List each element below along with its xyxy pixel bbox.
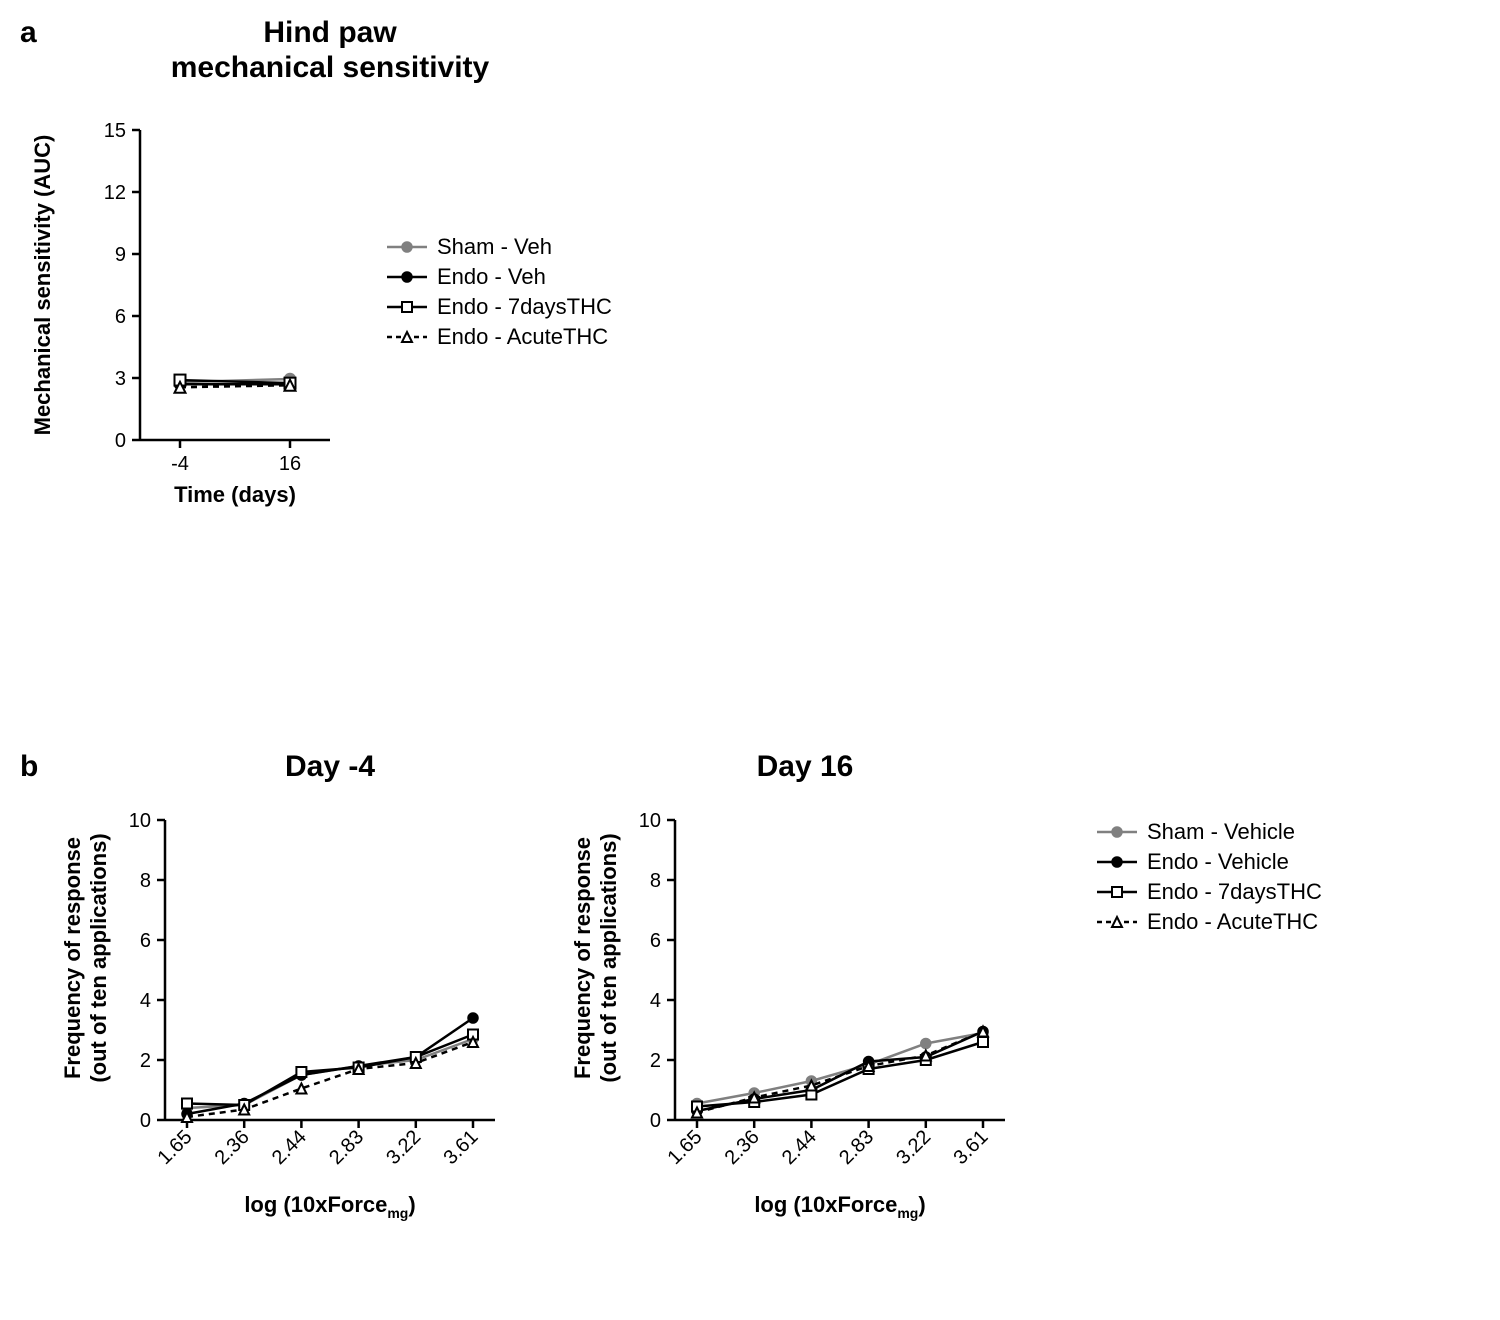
svg-text:6: 6: [140, 930, 151, 952]
svg-text:15: 15: [104, 120, 126, 142]
svg-text:10: 10: [129, 810, 151, 832]
legend-label: Sham - Veh: [437, 234, 552, 260]
chart-b-day-16: 0 2 4 6 8 10 1.65 2.36 2.44 2.83 3.22 3.61 Frequency…: [560, 800, 1030, 1300]
legend-item: Endo - 7daysTHC: [1095, 880, 1322, 904]
svg-text:4: 4: [140, 990, 151, 1012]
panel-b-label: b: [20, 750, 38, 784]
chart-a-title: Hind paw mechanical sensitivity: [150, 16, 510, 85]
svg-text:6: 6: [650, 930, 661, 952]
svg-text:2.83: 2.83: [325, 1126, 368, 1169]
panel-a-label: a: [20, 16, 37, 50]
svg-text:9: 9: [115, 244, 126, 266]
svg-text:(out of ten applications): (out of ten applications): [596, 833, 621, 1082]
chart-b-day-minus4: 0 2 4 6 8 10 1.65 2.36 2.44 2.83 3.22 3.61 Frequency…: [50, 800, 520, 1300]
svg-text:-4: -4: [171, 453, 189, 475]
legend-swatch: [1095, 823, 1139, 841]
svg-text:2.83: 2.83: [835, 1126, 878, 1169]
legend-label: Endo - Vehicle: [1147, 849, 1289, 875]
svg-text:1.65: 1.65: [663, 1126, 706, 1169]
svg-text:3.22: 3.22: [382, 1126, 425, 1169]
svg-text:16: 16: [279, 453, 301, 475]
svg-text:0: 0: [650, 1110, 661, 1132]
svg-text:Time (days): Time (days): [174, 482, 296, 507]
svg-text:(out of ten applications): (out of ten applications): [86, 833, 111, 1082]
svg-text:0: 0: [115, 430, 126, 452]
legend-swatch: [1095, 853, 1139, 871]
chart-a-svg: 0 3 6 9 12 15 -4 16 Mechanical sensitivity (AUC)…: [20, 110, 440, 630]
chart-b-svg: 0 2 4 6 8 10 1.65 2.36 2.44 2.83 3.22 3.61 Frequency…: [560, 800, 1030, 1300]
legend-item: Sham - Vehicle: [1095, 820, 1322, 844]
svg-text:0: 0: [140, 1110, 151, 1132]
legend-label: Endo - AcuteTHC: [1147, 909, 1318, 935]
svg-text:4: 4: [650, 990, 661, 1012]
svg-text:2: 2: [140, 1050, 151, 1072]
svg-text:3.61: 3.61: [439, 1126, 482, 1169]
svg-text:2.36: 2.36: [211, 1126, 254, 1169]
svg-text:Frequency of response: Frequency of response: [570, 837, 595, 1079]
svg-text:log (10xForcemg): log (10xForcemg): [244, 1192, 415, 1221]
legend-swatch: [385, 328, 429, 346]
legend-item: Endo - 7daysTHC: [385, 295, 612, 319]
svg-text:3.61: 3.61: [949, 1126, 992, 1169]
svg-text:1.65: 1.65: [153, 1126, 196, 1169]
svg-text:2.44: 2.44: [778, 1126, 821, 1169]
legend-swatch: [385, 268, 429, 286]
legend-swatch: [1095, 883, 1139, 901]
chart-b-title-day-16: Day 16: [680, 750, 930, 784]
legend-swatch: [1095, 913, 1139, 931]
legend-item: Endo - Vehicle: [1095, 850, 1322, 874]
legend-label: Endo - 7daysTHC: [437, 294, 612, 320]
chart-b-title-day-minus4: Day -4: [205, 750, 455, 784]
svg-text:10: 10: [639, 810, 661, 832]
svg-text:2.36: 2.36: [721, 1126, 764, 1169]
svg-text:3: 3: [115, 368, 126, 390]
svg-text:Frequency of response: Frequency of response: [60, 837, 85, 1079]
chart-b-svg: 0 2 4 6 8 10 1.65 2.36 2.44 2.83 3.22 3.61 Frequency…: [50, 800, 520, 1300]
legend-b: Sham - Vehicle Endo - Vehicle Endo - 7da…: [1095, 820, 1322, 934]
svg-text:12: 12: [104, 182, 126, 204]
legend-item: Sham - Veh: [385, 235, 612, 259]
legend-label: Endo - Veh: [437, 264, 546, 290]
legend-swatch: [385, 298, 429, 316]
svg-text:2: 2: [650, 1050, 661, 1072]
chart-a: 0 3 6 9 12 15 -4 16 Mechanical sensitivity (AUC)…: [20, 110, 440, 630]
legend-swatch: [385, 238, 429, 256]
legend-item: Endo - AcuteTHC: [1095, 910, 1322, 934]
legend-item: Endo - AcuteTHC: [385, 325, 612, 349]
svg-text:2.44: 2.44: [268, 1126, 311, 1169]
legend-label: Endo - 7daysTHC: [1147, 879, 1322, 905]
svg-text:Mechanical sensitivity (AUC): Mechanical sensitivity (AUC): [30, 135, 55, 436]
svg-text:log (10xForcemg): log (10xForcemg): [754, 1192, 925, 1221]
legend-label: Endo - AcuteTHC: [437, 324, 608, 350]
svg-text:3.22: 3.22: [892, 1126, 935, 1169]
svg-text:8: 8: [650, 870, 661, 892]
svg-text:8: 8: [140, 870, 151, 892]
legend-label: Sham - Vehicle: [1147, 819, 1295, 845]
legend-item: Endo - Veh: [385, 265, 612, 289]
svg-text:6: 6: [115, 306, 126, 328]
legend-a: Sham - Veh Endo - Veh Endo - 7daysTHC En…: [385, 235, 612, 349]
